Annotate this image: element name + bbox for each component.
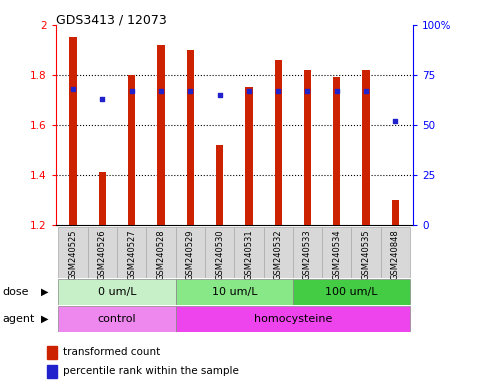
Point <box>99 96 106 102</box>
Text: 100 um/L: 100 um/L <box>325 287 378 297</box>
Text: GSM240529: GSM240529 <box>186 229 195 280</box>
Text: GDS3413 / 12073: GDS3413 / 12073 <box>56 13 166 26</box>
FancyBboxPatch shape <box>322 227 352 278</box>
Text: GSM240525: GSM240525 <box>69 229 78 280</box>
FancyBboxPatch shape <box>58 306 176 332</box>
FancyBboxPatch shape <box>176 279 293 305</box>
Text: GSM240527: GSM240527 <box>127 229 136 280</box>
Text: 10 um/L: 10 um/L <box>212 287 257 297</box>
Point <box>157 88 165 94</box>
Text: GSM240531: GSM240531 <box>244 229 254 280</box>
Bar <box>128 75 135 225</box>
Text: agent: agent <box>2 314 35 324</box>
Bar <box>245 87 253 225</box>
Bar <box>70 37 77 225</box>
Point <box>392 118 399 124</box>
FancyBboxPatch shape <box>176 306 410 332</box>
Point <box>362 88 370 94</box>
Bar <box>362 70 370 225</box>
FancyBboxPatch shape <box>117 227 146 278</box>
Point <box>333 88 341 94</box>
Point <box>186 88 194 94</box>
FancyBboxPatch shape <box>146 227 176 278</box>
Bar <box>47 346 57 359</box>
Bar <box>157 45 165 225</box>
FancyBboxPatch shape <box>293 227 322 278</box>
Point <box>216 92 224 98</box>
FancyBboxPatch shape <box>58 279 176 305</box>
Bar <box>304 70 311 225</box>
FancyBboxPatch shape <box>234 227 264 278</box>
Bar <box>216 145 223 225</box>
Text: ▶: ▶ <box>41 287 48 297</box>
FancyBboxPatch shape <box>88 227 117 278</box>
Point <box>69 86 77 92</box>
Text: ▶: ▶ <box>41 314 48 324</box>
Text: GSM240532: GSM240532 <box>274 229 283 280</box>
Point <box>304 88 312 94</box>
FancyBboxPatch shape <box>381 227 410 278</box>
Bar <box>274 60 282 225</box>
FancyBboxPatch shape <box>264 227 293 278</box>
Bar <box>99 172 106 225</box>
Text: control: control <box>98 314 136 324</box>
FancyBboxPatch shape <box>176 227 205 278</box>
Text: transformed count: transformed count <box>63 347 160 357</box>
Bar <box>47 365 57 378</box>
Point <box>245 88 253 94</box>
Point <box>274 88 282 94</box>
Bar <box>392 200 399 225</box>
FancyBboxPatch shape <box>352 227 381 278</box>
Text: homocysteine: homocysteine <box>254 314 332 324</box>
FancyBboxPatch shape <box>293 279 410 305</box>
Bar <box>333 78 341 225</box>
Text: GSM240848: GSM240848 <box>391 229 400 280</box>
Text: GSM240526: GSM240526 <box>98 229 107 280</box>
Point <box>128 88 136 94</box>
Text: dose: dose <box>2 287 29 297</box>
Text: GSM240528: GSM240528 <box>156 229 166 280</box>
FancyBboxPatch shape <box>205 227 234 278</box>
Text: GSM240534: GSM240534 <box>332 229 341 280</box>
Bar <box>186 50 194 225</box>
Text: 0 um/L: 0 um/L <box>98 287 136 297</box>
Text: percentile rank within the sample: percentile rank within the sample <box>63 366 239 376</box>
Text: GSM240530: GSM240530 <box>215 229 224 280</box>
Text: GSM240533: GSM240533 <box>303 229 312 280</box>
Text: GSM240535: GSM240535 <box>362 229 370 280</box>
FancyBboxPatch shape <box>58 227 88 278</box>
